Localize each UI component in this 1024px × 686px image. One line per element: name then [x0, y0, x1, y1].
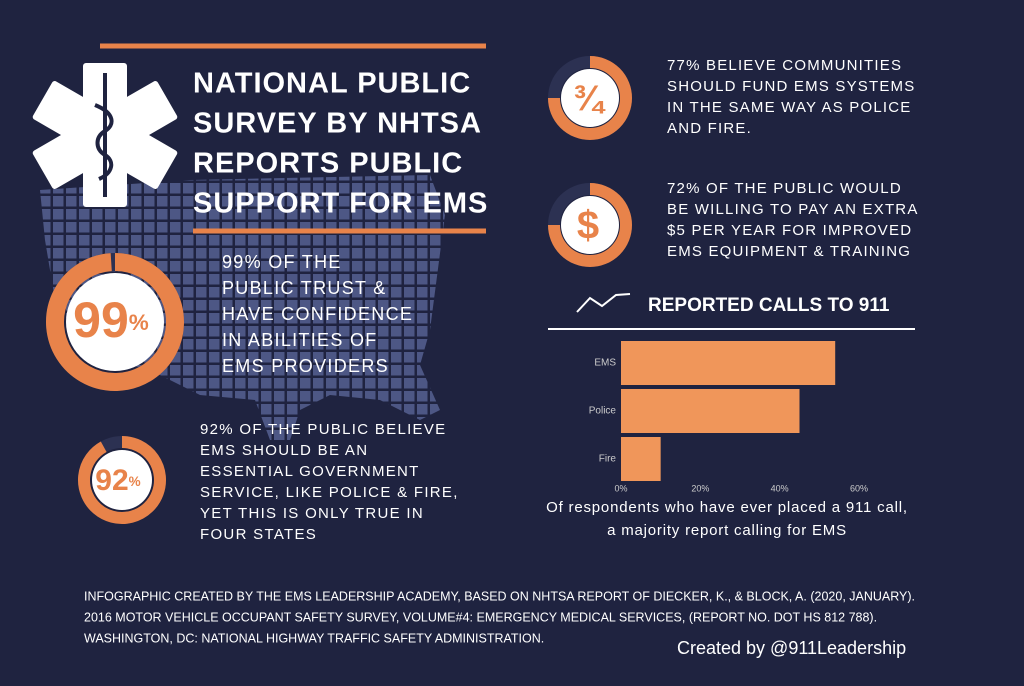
title-line: NATIONAL PUBLIC — [193, 68, 471, 100]
fact-icon: $ — [577, 204, 599, 248]
line-icon — [576, 293, 631, 313]
ring-arc — [548, 56, 632, 140]
star-of-life — [32, 63, 178, 207]
ring-arc — [46, 253, 184, 391]
fact-icon: ¾ — [573, 78, 606, 119]
stat-label: 99 — [73, 292, 129, 348]
fact-text: EMS EQUIPMENT & TRAINING — [667, 243, 911, 260]
fact-text: IN THE SAME WAY AS POLICE — [667, 99, 912, 116]
icon-center — [561, 69, 619, 127]
stat-text: IN ABILITIES OF — [222, 330, 378, 350]
x-tick-label: 0% — [614, 483, 627, 493]
bar — [621, 389, 800, 433]
ring-arc — [78, 436, 166, 524]
x-tick-label: 20% — [691, 483, 709, 493]
icon-center — [561, 196, 619, 254]
fact-text: AND FIRE. — [667, 120, 752, 137]
chart-title: REPORTED CALLS TO 911 — [648, 295, 890, 316]
footer-line: 2016 MOTOR VEHICLE OCCUPANT SAFETY SURVE… — [84, 610, 877, 624]
x-tick-label: 40% — [771, 483, 789, 493]
title-line: SUPPORT FOR EMS — [193, 188, 488, 220]
stat-unit: % — [129, 474, 141, 489]
x-tick-label: 60% — [850, 483, 868, 493]
stat-text: PUBLIC TRUST & — [222, 278, 387, 298]
chart-caption: Of respondents who have ever placed a 91… — [546, 499, 908, 516]
stat-number: 99% — [73, 292, 149, 348]
bar — [621, 341, 836, 385]
stat-text: FOUR STATES — [200, 526, 317, 543]
fact-text: SHOULD FUND EMS SYSTEMS — [667, 78, 915, 95]
fact-text: BE WILLING TO PAY AN EXTRA — [667, 201, 919, 218]
stat-text: 99% OF THE — [222, 252, 342, 272]
fact-text: 72% OF THE PUBLIC WOULD — [667, 180, 902, 197]
stat-text: HAVE CONFIDENCE — [222, 304, 413, 324]
stat-text: YET THIS IS ONLY TRUE IN — [200, 505, 424, 522]
stat-text: SERVICE, LIKE POLICE & FIRE, — [200, 484, 459, 501]
us-map — [40, 175, 445, 440]
stat-number: 92% — [95, 464, 140, 497]
stat-text: EMS SHOULD BE AN — [200, 442, 368, 459]
footer-line: INFOGRAPHIC CREATED BY THE EMS LEADERSHI… — [84, 589, 915, 603]
fact-text: $5 PER YEAR FOR IMPROVED — [667, 222, 912, 239]
content: NATIONAL PUBLIC SURVEY BY NHTSA REPORTS PU… — [46, 56, 919, 658]
stat-label: 92 — [95, 464, 128, 497]
credit: Created by @911Leadership — [677, 638, 906, 658]
stat-text: 92% OF THE PUBLIC BELIEVE — [200, 421, 446, 438]
title-line: REPORTS PUBLIC — [193, 148, 463, 180]
category-label: Police — [589, 406, 617, 417]
stat-text: EMS PROVIDERS — [222, 356, 389, 376]
category-label: EMS — [594, 358, 616, 369]
stat-text: ESSENTIAL GOVERNMENT — [200, 463, 420, 480]
ring-arc — [548, 183, 632, 267]
title-line: SURVEY BY NHTSA — [193, 108, 482, 140]
chart-caption: a majority report calling for EMS — [607, 522, 847, 539]
stat-unit: % — [129, 310, 149, 335]
category-label: Fire — [599, 454, 617, 465]
ring-center — [66, 273, 164, 371]
ring-center — [92, 450, 152, 510]
bar — [621, 437, 661, 481]
footer-line: WASHINGTON, DC: NATIONAL HIGHWAY TRAFFIC… — [84, 631, 544, 645]
fact-text: 77% BELIEVE COMMUNITIES — [667, 57, 902, 74]
